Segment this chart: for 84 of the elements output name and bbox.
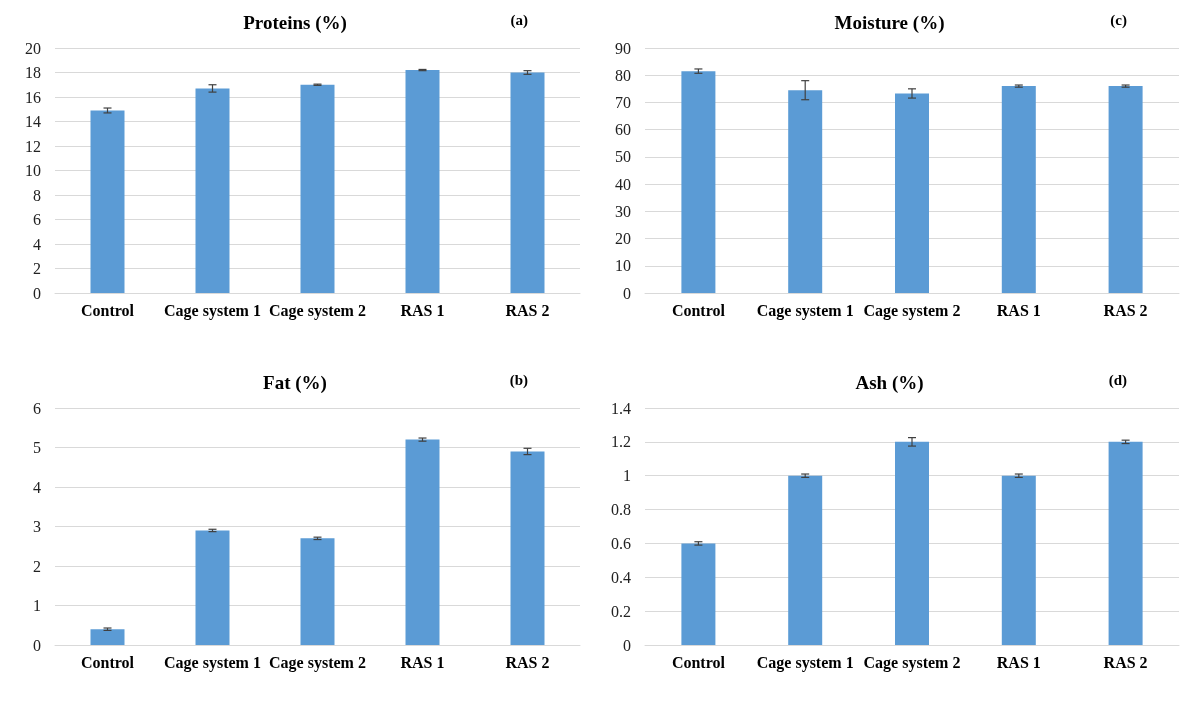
bar — [1108, 441, 1143, 645]
bar — [195, 88, 230, 293]
bar — [90, 110, 125, 293]
bar — [300, 538, 335, 645]
y-tick-label: 1.4 — [611, 399, 631, 417]
y-tick-label: 20 — [615, 230, 631, 248]
x-tick-label: Control — [671, 301, 726, 319]
y-tick-label: 2 — [33, 260, 41, 277]
bar — [195, 530, 230, 645]
bar — [510, 72, 545, 293]
y-tick-label: 90 — [615, 39, 631, 57]
x-tick-label: Control — [671, 653, 726, 671]
y-tick-label: 60 — [615, 121, 631, 139]
y-tick-label: 0.6 — [611, 534, 631, 552]
y-tick-label: 2 — [33, 557, 41, 575]
y-tick-label: 3 — [33, 518, 41, 535]
y-tick-label: 4 — [33, 478, 41, 496]
text: (b) — [509, 371, 529, 389]
bar — [510, 451, 545, 645]
y-tick-label: 1 — [33, 597, 41, 614]
x-tick-label: RAS 1 — [400, 653, 445, 671]
x-tick-label: Cage system 1 — [756, 301, 854, 320]
y-tick-label: 1 — [623, 467, 631, 485]
x-tick-label: Control — [80, 301, 135, 319]
y-tick-label: 80 — [615, 66, 631, 84]
x-tick-label: Cage system 2 — [269, 653, 366, 672]
bar — [895, 441, 929, 645]
y-tick-label: 0 — [33, 284, 41, 302]
bar — [405, 439, 440, 645]
x-tick-label: Control — [80, 653, 135, 671]
y-tick-label: 5 — [33, 439, 41, 456]
bar — [1001, 86, 1036, 293]
x-tick-label: RAS 2 — [505, 653, 550, 671]
y-tick-label: 12 — [25, 137, 41, 155]
y-tick-label: 0.4 — [611, 568, 631, 586]
y-tick-label: 0.2 — [611, 602, 631, 620]
x-tick-label: Cage system 1 — [164, 301, 261, 320]
chart-title: Ash (%) — [855, 372, 924, 394]
y-tick-label: 10 — [25, 162, 41, 179]
bar — [681, 543, 716, 645]
x-tick-label: Cage system 2 — [863, 301, 961, 320]
x-tick-label: RAS 2 — [505, 301, 550, 319]
x-tick-label: Cage system 1 — [756, 653, 854, 672]
y-tick-label: 1.2 — [611, 433, 631, 451]
bar — [895, 93, 929, 293]
y-tick-label: 0 — [623, 284, 631, 302]
y-tick-label: 70 — [615, 93, 631, 111]
y-tick-label: 50 — [615, 148, 631, 166]
bar — [90, 629, 125, 645]
bar — [681, 71, 716, 293]
x-tick-label: Cage system 1 — [164, 653, 261, 672]
text: (d) — [1108, 371, 1128, 389]
text: (a) — [510, 11, 529, 29]
x-tick-label: RAS 1 — [996, 301, 1041, 319]
y-tick-label: 0.8 — [611, 501, 631, 519]
y-tick-label: 6 — [33, 211, 41, 228]
bar — [300, 84, 335, 293]
bar — [788, 475, 823, 645]
y-tick-label: 10 — [615, 257, 631, 275]
bar — [788, 90, 823, 293]
text: (c) — [1110, 11, 1128, 29]
x-tick-label: RAS 2 — [1103, 301, 1148, 319]
x-tick-label: RAS 1 — [996, 653, 1041, 671]
y-tick-label: 4 — [33, 235, 41, 253]
y-tick-label: 30 — [615, 202, 631, 220]
x-tick-label: RAS 1 — [400, 301, 445, 319]
y-tick-label: 20 — [25, 39, 41, 57]
y-tick-label: 18 — [25, 64, 41, 81]
y-tick-label: 8 — [33, 186, 41, 204]
y-tick-label: 0 — [33, 636, 41, 654]
x-tick-label: RAS 2 — [1103, 653, 1148, 671]
y-tick-label: 14 — [25, 113, 41, 130]
y-tick-label: 0 — [623, 636, 631, 654]
chart-title: Moisture (%) — [834, 12, 945, 34]
chart-title: Fat (%) — [263, 372, 327, 394]
bar — [405, 70, 440, 293]
x-tick-label: Cage system 2 — [269, 301, 366, 320]
bar — [1001, 475, 1036, 645]
x-tick-label: Cage system 2 — [863, 653, 961, 672]
bar — [1108, 86, 1143, 293]
y-tick-label: 6 — [33, 399, 41, 417]
y-tick-label: 16 — [25, 88, 41, 106]
y-tick-label: 40 — [615, 175, 631, 193]
chart-title: Proteins (%) — [243, 12, 347, 34]
